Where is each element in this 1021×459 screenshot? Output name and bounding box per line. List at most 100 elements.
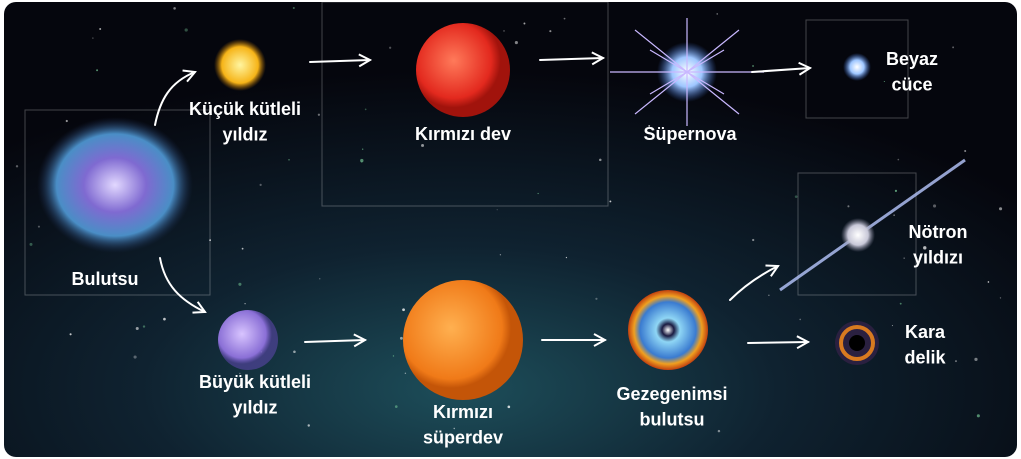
star [394, 405, 398, 408]
star [883, 81, 885, 83]
star [404, 372, 407, 375]
node-label: Gezegenimsi [616, 384, 727, 404]
node-label: cüce [891, 74, 932, 94]
node-label: yıldızı [913, 247, 963, 267]
star [496, 209, 498, 211]
star [399, 336, 403, 340]
star [163, 317, 166, 321]
star [897, 158, 900, 161]
neutron-star [779, 158, 966, 292]
star [307, 424, 310, 427]
red-giant [416, 23, 510, 117]
star [92, 37, 94, 39]
star [514, 41, 518, 45]
star [244, 302, 246, 305]
star [923, 246, 927, 250]
star [964, 149, 967, 152]
star [893, 214, 895, 216]
node-label: Bulutsu [72, 269, 139, 289]
star [99, 27, 102, 30]
node-label: Büyük kütleli [199, 372, 311, 392]
star [402, 308, 405, 312]
star [717, 429, 721, 433]
star [648, 124, 651, 127]
star [903, 257, 905, 259]
star [933, 204, 937, 208]
star [259, 183, 262, 187]
star [15, 165, 19, 168]
star [238, 282, 242, 286]
star [65, 119, 68, 123]
star [952, 46, 955, 49]
star [549, 30, 552, 33]
star [317, 113, 321, 116]
star [507, 405, 511, 409]
star [999, 297, 1002, 299]
star [847, 205, 850, 208]
star [768, 294, 770, 296]
star [563, 17, 566, 20]
star [453, 427, 455, 430]
frame [797, 172, 917, 296]
star [794, 195, 798, 199]
star [976, 414, 980, 418]
white-dwarf [843, 53, 871, 81]
star [241, 247, 244, 250]
star [681, 130, 683, 133]
star [999, 207, 1003, 211]
star [799, 318, 802, 321]
star [389, 46, 392, 49]
star [360, 158, 364, 163]
node-label: Küçük kütleli [189, 99, 301, 119]
black-hole [835, 321, 879, 365]
star [421, 143, 425, 147]
star [96, 69, 99, 72]
star [37, 225, 40, 228]
star [716, 13, 719, 15]
small-star [214, 39, 266, 91]
star [565, 256, 568, 259]
massive-star [218, 310, 278, 370]
star [599, 158, 602, 162]
star [899, 302, 902, 305]
star [537, 192, 539, 195]
star [499, 254, 502, 256]
node-label: Kırmızı [433, 402, 493, 422]
star [503, 30, 505, 32]
star [135, 327, 139, 331]
star [239, 372, 241, 375]
star [392, 355, 395, 357]
star [595, 297, 598, 300]
star [319, 278, 321, 280]
red-supergiant [403, 280, 523, 400]
star [954, 360, 957, 363]
supernova [610, 18, 764, 126]
star [209, 239, 211, 242]
star [523, 22, 526, 25]
star [364, 108, 367, 111]
star [891, 325, 893, 327]
frame [321, 1, 609, 207]
node-label: delik [904, 347, 946, 367]
nebula [37, 117, 193, 253]
star [133, 355, 137, 359]
frame [24, 109, 211, 296]
node-label: Süpernova [643, 124, 737, 144]
node-label: Beyaz [886, 49, 938, 69]
star [894, 189, 898, 192]
node-label: Kara [905, 322, 946, 342]
star [974, 357, 978, 362]
star [142, 325, 146, 328]
node-label: yıldız [232, 397, 277, 417]
node-label: yıldız [222, 124, 267, 144]
node-label: süperdev [423, 427, 503, 447]
node-label: Nötron [909, 222, 968, 242]
labels: Bulutsu Küçük kütleli yıldız Kırmızı dev Süp… [72, 49, 968, 448]
star [173, 7, 176, 10]
node-label: Kırmızı dev [415, 124, 511, 144]
star [184, 28, 188, 32]
node-label: bulutsu [640, 409, 705, 429]
star [29, 242, 33, 246]
star [361, 148, 364, 150]
